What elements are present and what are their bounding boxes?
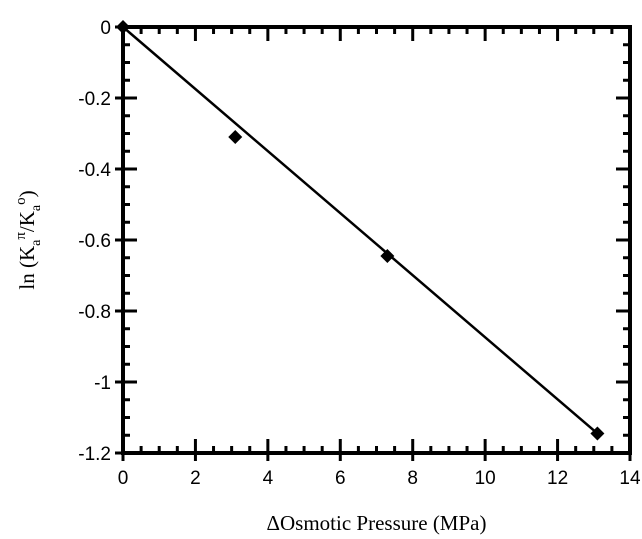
x-tick-label: 4 [263, 468, 274, 489]
y-tick-label: -0.4 [78, 160, 111, 181]
x-axis-title: ΔOsmotic Pressure (MPa) [267, 511, 487, 535]
plot-frame [121, 25, 632, 455]
data-point [116, 20, 130, 34]
y-axis-title-mid: /K [15, 211, 39, 232]
y-axis-title-prefix: ln (K [15, 246, 39, 290]
data-point [380, 248, 395, 263]
x-tick-label: 0 [118, 468, 129, 489]
x-tick-label: 10 [475, 468, 496, 489]
y-tick-label: -0.8 [78, 302, 111, 323]
x-tick-label: 14 [619, 468, 641, 489]
fit-line [122, 26, 599, 435]
data-points [116, 20, 605, 441]
y-tick-label: -0.2 [78, 89, 111, 110]
y-axis-title-sup1: π [13, 232, 29, 240]
y-tick-label: -1.2 [78, 444, 111, 465]
x-tick-label: 8 [407, 468, 418, 489]
y-axis-title-suffix: ) [15, 190, 39, 197]
tick-labels: 0 2 4 6 8 10 12 14 0 -0.2 -0.4 -0.6 -0.8 -1 -1.2 [78, 18, 641, 489]
data-point [590, 426, 605, 441]
data-point [228, 130, 243, 145]
y-tick-label: -1 [94, 373, 111, 394]
y-axis-title-sup2: o [13, 197, 29, 205]
x-tick-label: 2 [190, 468, 201, 489]
y-axis-title-sub2: a [29, 204, 44, 211]
x-tick-label: 6 [335, 468, 346, 489]
y-tick-label: 0 [100, 18, 111, 39]
y-tick-label: -0.6 [78, 231, 111, 252]
x-tick-label: 12 [547, 468, 568, 489]
y-axis-title: ln (Kaπ/Kao) [13, 190, 44, 289]
y-axis-title-sub1: a [29, 239, 44, 246]
